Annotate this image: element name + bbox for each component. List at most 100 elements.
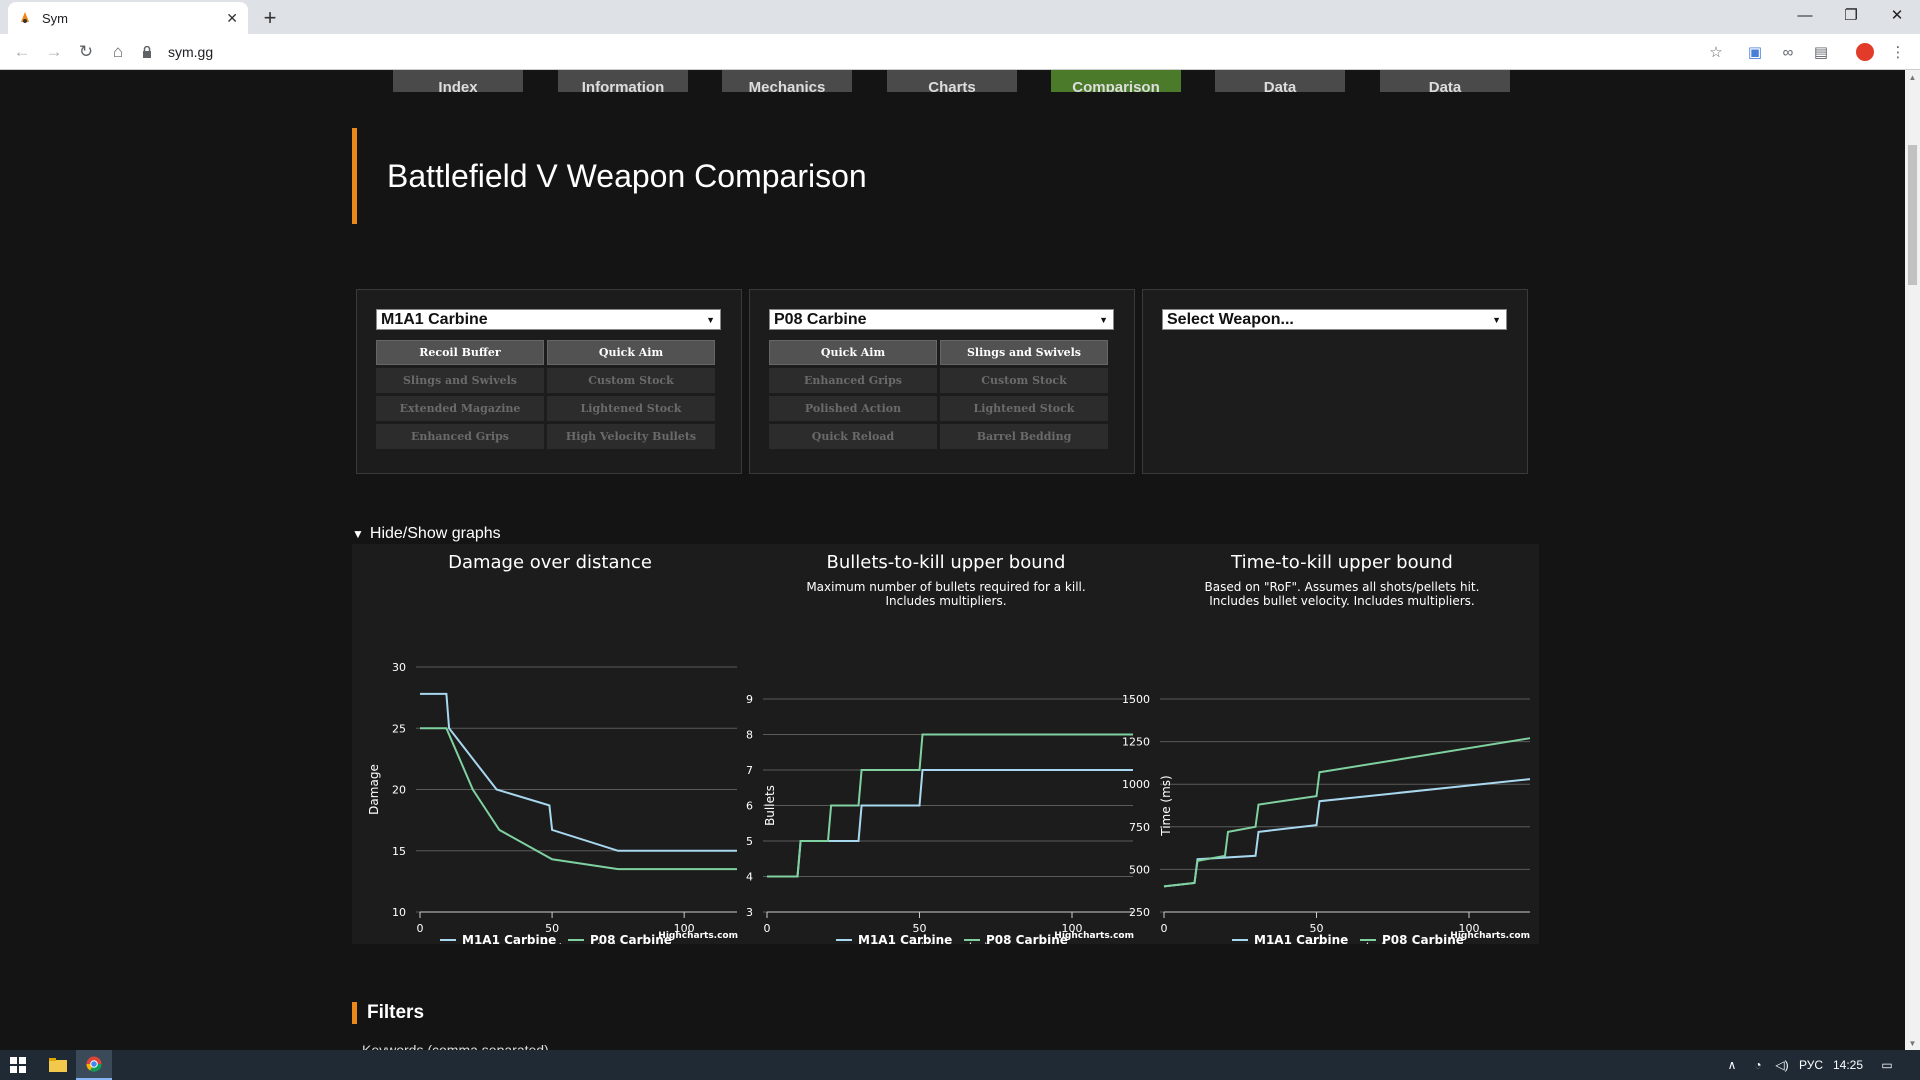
tray-chevron-icon[interactable]: ∧ xyxy=(1727,1058,1737,1072)
legend-item: P08 Carbine xyxy=(590,933,672,944)
chart-credit: Highcharts.com xyxy=(658,931,738,941)
reader-icon[interactable]: ▤ xyxy=(1813,44,1829,61)
x-tick-label: 50 xyxy=(545,922,559,935)
attachment-button[interactable]: Polished Action xyxy=(769,396,937,421)
attachment-button[interactable]: Custom Stock xyxy=(940,368,1108,393)
weapon-select[interactable]: M1A1 Carbine ▼ xyxy=(376,309,721,330)
y-tick-label: 6 xyxy=(746,800,753,813)
attachment-button[interactable]: Quick Aim xyxy=(547,340,715,365)
site-favicon-icon xyxy=(18,11,32,25)
language-indicator[interactable]: РУС xyxy=(1798,1058,1824,1072)
toggle-graphs[interactable]: ▼ Hide/Show graphs xyxy=(352,525,501,543)
attachment-button[interactable]: Lightened Stock xyxy=(547,396,715,421)
y-tick-label: 750 xyxy=(1129,821,1150,834)
file-explorer-icon[interactable] xyxy=(40,1050,76,1080)
page-scrollbar[interactable]: ▲ ▼ xyxy=(1905,70,1920,1050)
restore-icon[interactable]: ❐ xyxy=(1844,7,1858,24)
dropdown-arrow-icon: ▼ xyxy=(706,314,715,325)
y-axis-label: Bullets xyxy=(763,785,777,826)
graphs-area: Damage over distance1015202530050100Dist… xyxy=(352,544,1539,955)
volume-icon[interactable]: ◁) xyxy=(1775,1058,1789,1072)
address-bar[interactable]: sym.gg xyxy=(142,38,1727,66)
weapon-select[interactable]: P08 Carbine ▼ xyxy=(769,309,1114,330)
attachment-button[interactable]: Enhanced Grips xyxy=(376,424,544,449)
new-tab-icon[interactable]: + xyxy=(263,5,277,30)
extension-icon[interactable]: ∞ xyxy=(1782,43,1794,61)
attachment-button[interactable]: Extended Magazine xyxy=(376,396,544,421)
attachment-button[interactable]: Slings and Swivels xyxy=(940,340,1108,365)
attachment-button[interactable]: Recoil Buffer xyxy=(376,340,544,365)
close-icon[interactable]: ✕ xyxy=(1890,7,1904,24)
chart-credit: Highcharts.com xyxy=(1054,931,1134,941)
home-icon[interactable]: ⌂ xyxy=(112,42,124,61)
nav-item-index[interactable]: Index xyxy=(393,70,523,92)
minimize-icon[interactable]: — xyxy=(1797,6,1813,24)
nav-item-data[interactable]: Data xyxy=(1215,70,1345,92)
browser-tab-bar: Sym ✕ + — ❐ ✕ xyxy=(0,0,1920,34)
attachment-button[interactable]: Quick Reload xyxy=(769,424,937,449)
nav-item-data[interactable]: Data xyxy=(1380,70,1510,92)
y-tick-label: 25 xyxy=(392,722,406,735)
attachment-button[interactable]: Quick Aim xyxy=(769,340,937,365)
y-tick-label: 30 xyxy=(392,661,406,674)
legend-item: M1A1 Carbine xyxy=(858,933,952,944)
start-icon[interactable] xyxy=(0,1050,36,1080)
y-tick-label: 250 xyxy=(1129,906,1150,919)
weapon-select[interactable]: Select Weapon... ▼ xyxy=(1162,309,1507,330)
scroll-up-icon[interactable]: ▲ xyxy=(1908,72,1917,82)
profile-avatar[interactable] xyxy=(1852,39,1878,65)
back-icon[interactable]: ← xyxy=(13,42,31,61)
y-axis-label: Damage xyxy=(367,764,381,815)
nav-item-charts[interactable]: Charts xyxy=(887,70,1017,92)
chrome-taskbar-icon[interactable] xyxy=(76,1050,112,1080)
scroll-thumb[interactable] xyxy=(1908,145,1917,285)
nav-item-comparison[interactable]: Comparison xyxy=(1051,70,1181,92)
weapon-select-value: M1A1 Carbine xyxy=(381,310,488,328)
series-line xyxy=(767,769,1133,878)
graphs-svg: Damage over distance1015202530050100Dist… xyxy=(367,552,1531,955)
x-tick-label: 0 xyxy=(764,922,771,935)
legend-item: P08 Carbine xyxy=(986,933,1068,944)
browser-tab[interactable]: Sym ✕ xyxy=(8,2,248,34)
series-line xyxy=(420,692,737,852)
translate-icon[interactable]: ▣ xyxy=(1747,44,1763,61)
clock[interactable]: 14:25 xyxy=(1832,1058,1864,1072)
page-title: Battlefield V Weapon Comparison xyxy=(352,128,867,224)
forward-icon[interactable]: → xyxy=(45,42,63,61)
y-tick-label: 20 xyxy=(392,784,406,797)
y-tick-label: 500 xyxy=(1129,863,1150,876)
tab-title: Sym xyxy=(42,10,68,26)
chart-credit: Highcharts.com xyxy=(1450,931,1530,941)
y-axis-label: Time (ms) xyxy=(1159,775,1173,837)
attachment-button[interactable]: Lightened Stock xyxy=(940,396,1108,421)
chart-subtitle: Maximum number of bullets required for a… xyxy=(806,580,1086,608)
chart-subtitle: Based on "RoF". Assumes all shots/pellet… xyxy=(1204,580,1480,608)
y-tick-label: 1250 xyxy=(1122,736,1150,749)
y-tick-label: 8 xyxy=(746,729,753,742)
x-tick-label: 0 xyxy=(417,922,424,935)
bookmark-star-icon[interactable]: ☆ xyxy=(1709,44,1723,61)
attachment-button[interactable]: Barrel Bedding xyxy=(940,424,1108,449)
tab-close-icon[interactable]: ✕ xyxy=(226,9,238,26)
toggle-graphs-label: Hide/Show graphs xyxy=(369,525,501,542)
notifications-icon[interactable]: ▭ xyxy=(1881,1058,1893,1072)
series-line xyxy=(1163,778,1531,888)
chart-subtitle-box: Maximum number of bullets required for a… xyxy=(806,580,1086,608)
network-icon[interactable]: ◔ xyxy=(1754,1058,1762,1072)
attachment-button[interactable]: High Velocity Bullets xyxy=(547,424,715,449)
scroll-down-icon[interactable]: ▼ xyxy=(1908,1038,1917,1048)
weapon-panel: P08 Carbine ▼ Quick Aim Slings and Swivels E… xyxy=(749,289,1135,474)
attachment-button[interactable]: Custom Stock xyxy=(547,368,715,393)
x-tick-label: 50 xyxy=(1310,922,1324,935)
chart-title: Damage over distance xyxy=(448,552,652,573)
nav-item-mechanics[interactable]: Mechanics xyxy=(722,70,852,92)
y-tick-label: 1000 xyxy=(1122,778,1150,791)
reload-icon[interactable]: ↻ xyxy=(78,42,94,61)
attachment-button[interactable]: Enhanced Grips xyxy=(769,368,937,393)
y-tick-label: 5 xyxy=(746,835,753,848)
y-tick-label: 3 xyxy=(746,906,753,919)
nav-item-information[interactable]: Information xyxy=(558,70,688,92)
browser-toolbar: ← → ↻ ⌂ sym.gg ☆ ▣ ∞ ▤ ⋮ xyxy=(0,34,1920,70)
attachment-button[interactable]: Slings and Swivels xyxy=(376,368,544,393)
menu-icon[interactable]: ⋮ xyxy=(1890,44,1906,61)
